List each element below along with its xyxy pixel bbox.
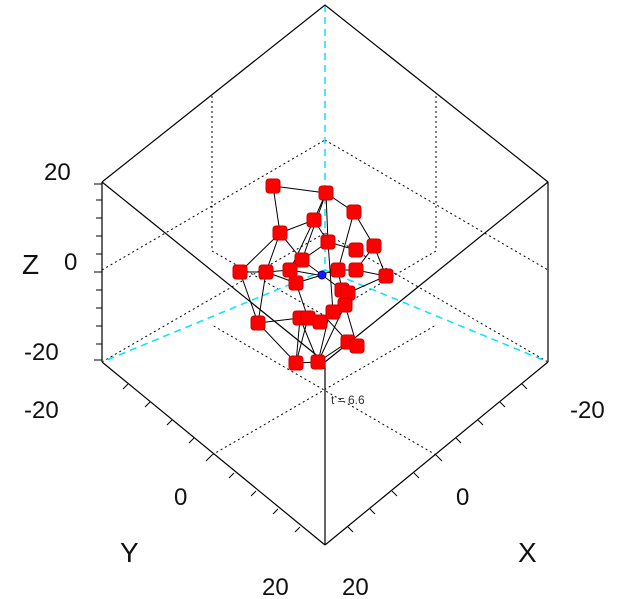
node bbox=[272, 225, 288, 241]
z-axis-title: Z bbox=[22, 249, 39, 280]
tick-marks bbox=[94, 183, 528, 533]
node bbox=[330, 262, 346, 278]
node bbox=[325, 304, 341, 320]
node bbox=[348, 242, 364, 258]
node bbox=[288, 355, 304, 371]
x-tick-start: -20 bbox=[570, 397, 605, 424]
back-grid bbox=[101, 96, 549, 456]
node bbox=[258, 264, 274, 280]
node bbox=[288, 275, 304, 291]
z-tick-mid: 0 bbox=[64, 249, 77, 276]
time-label: t = 6.6 bbox=[331, 393, 365, 407]
node bbox=[306, 212, 322, 228]
node bbox=[349, 338, 365, 354]
y-tick-start: -20 bbox=[24, 397, 59, 424]
node bbox=[312, 314, 328, 330]
x-axis-title: X bbox=[518, 537, 537, 568]
node bbox=[346, 204, 362, 220]
node bbox=[310, 354, 326, 370]
x-tick-end: 20 bbox=[342, 574, 369, 599]
node bbox=[232, 264, 248, 280]
node bbox=[282, 262, 298, 278]
node bbox=[320, 234, 336, 250]
node bbox=[250, 315, 266, 331]
z-tick-bottom: -20 bbox=[24, 339, 59, 366]
z-tick-top: 20 bbox=[44, 159, 71, 186]
node bbox=[378, 268, 394, 284]
node bbox=[318, 185, 334, 201]
node bbox=[366, 238, 382, 254]
x-tick-mid: 0 bbox=[456, 484, 469, 511]
node bbox=[348, 262, 364, 278]
y-tick-mid: 0 bbox=[174, 484, 187, 511]
node bbox=[294, 252, 310, 268]
network-nodes bbox=[232, 178, 394, 371]
node bbox=[265, 178, 281, 194]
box-outline bbox=[101, 4, 549, 546]
y-axis-title: Y bbox=[120, 537, 139, 568]
axis-guides bbox=[101, 5, 549, 363]
center-marker bbox=[317, 270, 327, 280]
y-tick-end: 20 bbox=[262, 574, 289, 599]
